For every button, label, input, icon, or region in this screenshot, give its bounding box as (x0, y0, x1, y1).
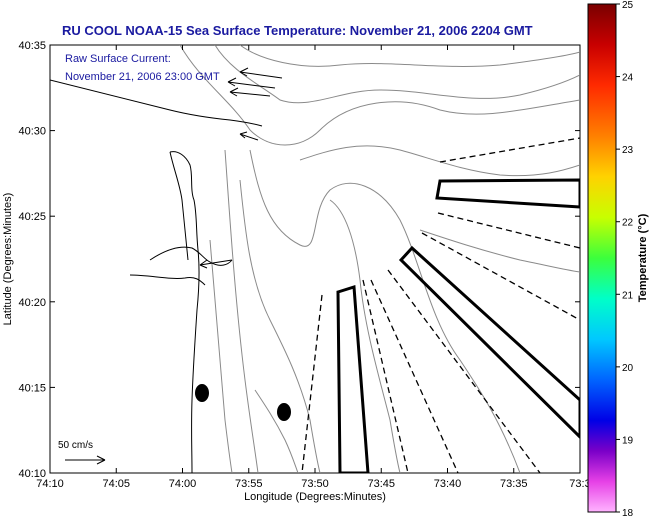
map-plot-area (49, 44, 581, 474)
radial-line (362, 279, 409, 473)
bathymetry-contour (224, 149, 259, 473)
x-tick-label: 73:3 (569, 478, 590, 490)
legend-line-2: November 21, 2006 23:00 GMT (65, 71, 220, 83)
radial-line (370, 279, 459, 473)
current-vector (239, 67, 283, 79)
coastline-long-island (50, 79, 263, 127)
map-layers (50, 45, 580, 473)
y-tick-label: 40:20 (18, 297, 46, 309)
bathymetry-contour (239, 179, 321, 473)
x-tick-label: 73:35 (500, 478, 528, 490)
x-tick-label: 73:45 (367, 478, 395, 490)
map-title: RU COOL NOAA-15 Sea Surface Temperature:… (62, 23, 533, 38)
x-tick-label: 74:00 (169, 478, 197, 490)
coastline-nj (169, 151, 200, 473)
scale-bar-arrow (65, 455, 106, 465)
river-inlet (149, 246, 233, 266)
river-inlet-south (129, 274, 206, 286)
y-tick-label: 40:25 (18, 211, 46, 223)
radar-beam-east (435, 178, 580, 209)
radial-line (439, 137, 580, 163)
colorbar-tick-label: 25 (622, 0, 634, 11)
bathymetry-contour (239, 45, 580, 67)
current-vector (227, 77, 276, 89)
radial-line (387, 269, 541, 473)
x-tick-label: 73:50 (301, 478, 329, 490)
colorbar-label: Temperature (°C) (637, 213, 649, 302)
scale-bar-arrow-head (96, 455, 106, 465)
x-tick-label: 73:55 (235, 478, 263, 490)
legend-line-1: Raw Surface Current: (65, 53, 171, 65)
bathymetry-contour (419, 229, 580, 273)
bathymetry-contour (209, 239, 233, 473)
station-dot (195, 384, 209, 402)
y-tick-label: 40:30 (18, 126, 46, 138)
colorbar-tick-label: 24 (622, 73, 634, 84)
current-vectors (199, 67, 283, 269)
y-tick-label: 40:10 (18, 468, 46, 480)
coastline (50, 79, 263, 473)
colorbar-tick-label: 20 (622, 363, 634, 374)
colorbar-tick-label: 21 (622, 290, 634, 301)
x-axis-ticks: 74:10 74:05 74:00 73:55 73:50 73:45 73:40 73:35… (36, 45, 591, 490)
bathymetry-contour (254, 389, 299, 473)
x-axis-label: Longitude (Degrees:Minutes) (244, 491, 386, 503)
bathymetry-contours (179, 45, 580, 473)
current-vector (239, 131, 259, 141)
radial-line (437, 212, 580, 249)
colorbar-tick-label: 19 (622, 435, 634, 446)
colorbar-tick-label: 23 (622, 145, 634, 156)
colorbar-tick-label: 18 (622, 508, 634, 518)
bathymetry-contour (179, 45, 580, 146)
colorbar (587, 3, 617, 513)
radar-beams (336, 178, 580, 473)
y-axis-ticks: 40:35 40:30 40:25 40:20 40:15 40:10 (18, 40, 580, 480)
radar-beam-south (336, 285, 370, 473)
y-tick-label: 40:35 (18, 40, 46, 52)
radial-line (421, 232, 580, 321)
scale-bar-label: 50 cm/s (58, 440, 93, 451)
y-axis-label: Latitude (Degrees:Minutes) (2, 193, 14, 326)
station-dot (277, 403, 291, 421)
bathymetry-contour (214, 45, 580, 104)
x-tick-label: 74:05 (102, 478, 130, 490)
radial-lines (301, 137, 580, 473)
colorbar-ticks: 25 24 23 22 21 20 19 18 (616, 0, 634, 518)
radar-beam-southeast (398, 245, 580, 440)
bathymetry-contour (299, 145, 580, 177)
coastline-barrier (169, 151, 189, 261)
x-tick-label: 74:10 (36, 478, 64, 490)
bathymetry-contour (249, 149, 521, 473)
x-tick-label: 73:40 (434, 478, 462, 490)
current-vector (199, 259, 233, 269)
bathymetry-contour (329, 199, 401, 473)
current-vector (229, 87, 271, 97)
colorbar-tick-label: 22 (622, 218, 634, 229)
y-tick-label: 40:15 (18, 382, 46, 394)
